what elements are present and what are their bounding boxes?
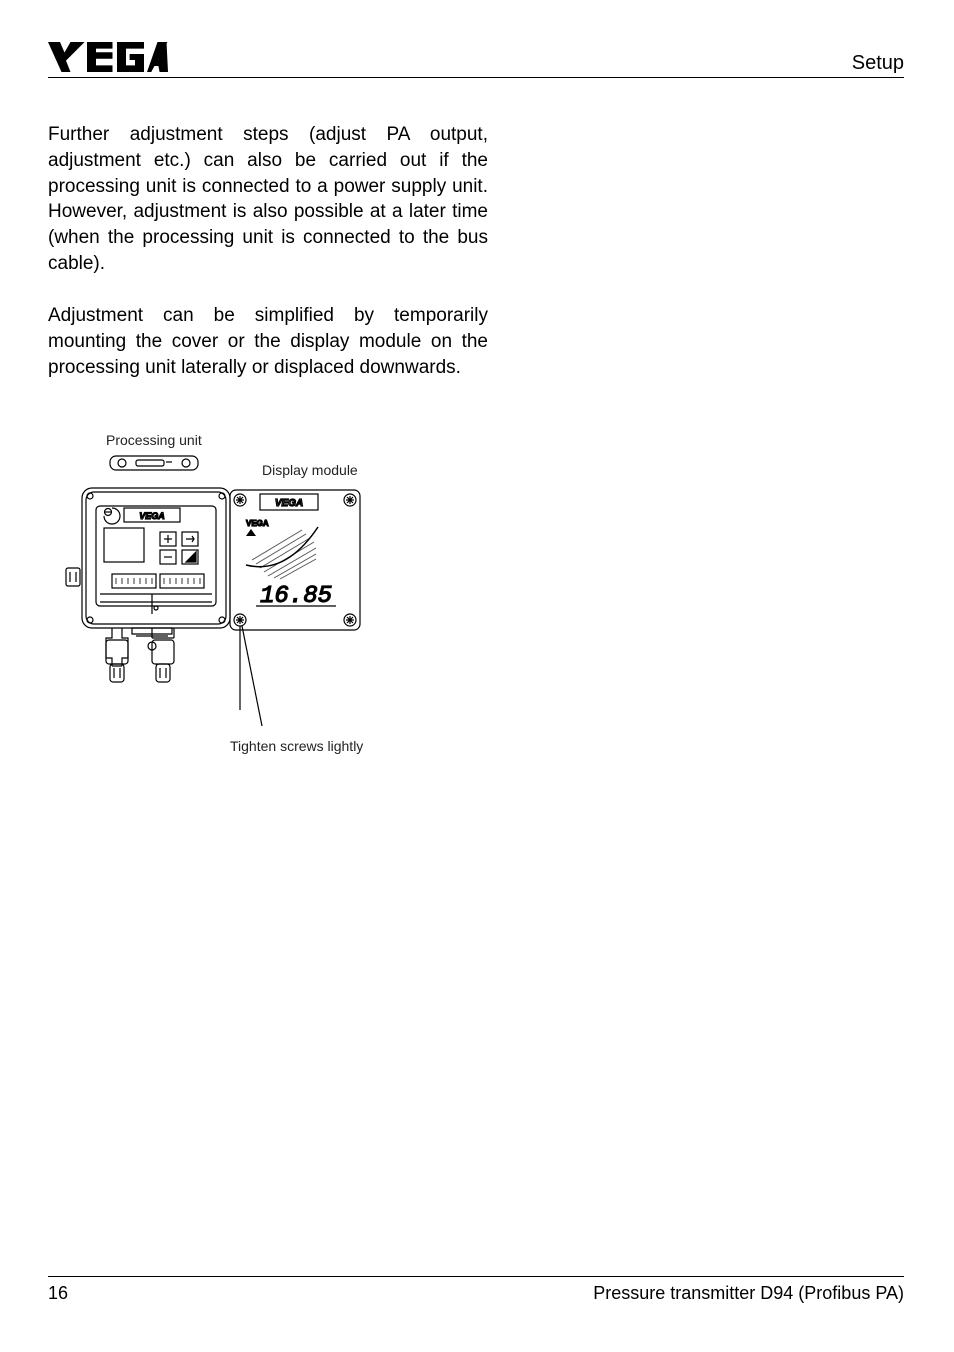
- brand-logo: [48, 40, 168, 79]
- screw-bl: [234, 614, 246, 626]
- doc-title: Pressure transmitter D94 (Profibus PA): [593, 1283, 904, 1304]
- paragraph-1: Further adjustment steps (adjust PA outp…: [48, 122, 488, 277]
- svg-text:VEGA: VEGA: [275, 498, 303, 509]
- figure-svg: VEGA: [52, 450, 372, 740]
- label-processing-unit: Processing unit: [106, 432, 202, 448]
- figure: Processing unit Display module: [52, 432, 572, 745]
- vega-logo-svg: [48, 40, 168, 74]
- body-column: Further adjustment steps (adjust PA outp…: [48, 122, 488, 380]
- page-header: Setup: [48, 40, 904, 78]
- svg-text:VEGA: VEGA: [139, 511, 165, 521]
- label-tighten-screws: Tighten screws lightly: [230, 738, 363, 754]
- screw-tr: [344, 494, 356, 506]
- paragraph-2: Adjustment can be simplified by temporar…: [48, 303, 488, 380]
- page-number: 16: [48, 1283, 68, 1304]
- screw-br: [344, 614, 356, 626]
- label-display-module: Display module: [262, 462, 358, 478]
- svg-text:VEGA: VEGA: [246, 519, 269, 528]
- screw-tl: [234, 494, 246, 506]
- page-footer: 16 Pressure transmitter D94 (Profibus PA…: [48, 1276, 904, 1304]
- section-title: Setup: [852, 52, 904, 75]
